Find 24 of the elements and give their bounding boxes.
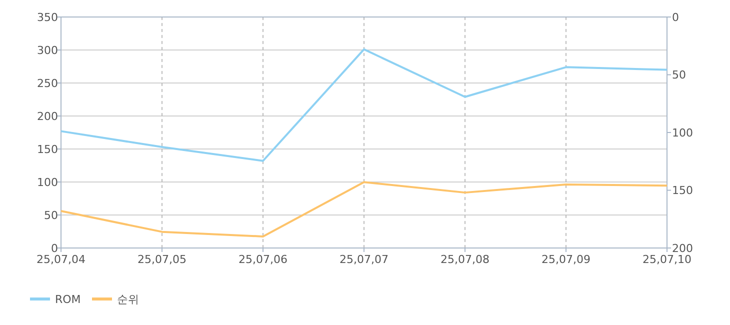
y-tick-label: 300: [37, 44, 58, 57]
line-series: [60, 181, 668, 238]
y-tick-label: 200: [37, 110, 58, 123]
x-tick-label: 25,07,09: [542, 253, 590, 266]
legend-label: 순위: [117, 292, 139, 306]
y2-tick-label: 200: [672, 242, 693, 255]
line-series: [60, 48, 668, 162]
x-tick-label: 25,07,06: [238, 253, 288, 266]
y-tick-label: 350: [37, 10, 58, 24]
y2-tick-label: 150: [672, 184, 693, 198]
x-tick-label: 25,07,08: [440, 253, 490, 266]
x-tick-label: 25,07,10: [642, 253, 692, 266]
y-tick-label: 0: [51, 242, 58, 255]
legend-label: ROM: [55, 292, 81, 306]
y-tick-label: 50: [44, 208, 58, 222]
x-tick-label: 25,07,04: [36, 253, 86, 266]
x-tick-label: 25,07,05: [138, 253, 186, 266]
y-tick-label: 150: [37, 142, 58, 156]
y2-tick-label: 50: [672, 68, 686, 82]
y2-tick-label: 0: [672, 10, 679, 24]
y-tick-label: 100: [37, 176, 58, 189]
y2-tick-label: 100: [672, 126, 693, 140]
y-tick-label: 250: [37, 76, 58, 90]
x-tick-label: 25,07,07: [340, 253, 388, 266]
